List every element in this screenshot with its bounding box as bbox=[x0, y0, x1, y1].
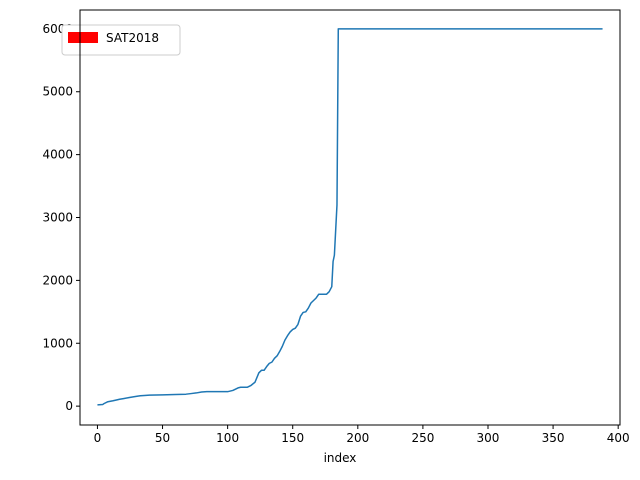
x-tick-label: 100 bbox=[216, 431, 239, 445]
y-tick-label: 4000 bbox=[42, 148, 73, 162]
plot-area bbox=[97, 28, 603, 406]
y-tick-label: 5000 bbox=[42, 85, 73, 99]
x-axis: 0 50 100 150 200 250 300 350 400 bbox=[94, 425, 630, 445]
y-tick-label: 2000 bbox=[42, 273, 73, 287]
y-tick-label: 1000 bbox=[42, 336, 73, 350]
x-tick-label: 200 bbox=[346, 431, 369, 445]
series-line-0 bbox=[97, 28, 603, 406]
x-tick-label: 150 bbox=[281, 431, 304, 445]
x-tick-label: 400 bbox=[607, 431, 630, 445]
legend: SAT2018 bbox=[61, 24, 181, 56]
x-axis-label: index bbox=[324, 451, 357, 465]
x-tick-label: 250 bbox=[411, 431, 434, 445]
x-tick-label: 350 bbox=[542, 431, 565, 445]
plot-frame bbox=[79, 9, 621, 426]
x-tick-label: 50 bbox=[155, 431, 170, 445]
legend-label: SAT2018 bbox=[106, 31, 159, 45]
y-tick-label: 0 bbox=[65, 399, 73, 413]
x-tick-label: 0 bbox=[94, 431, 102, 445]
x-tick-label: 300 bbox=[477, 431, 500, 445]
legend-swatch bbox=[68, 32, 98, 43]
y-tick-label: 3000 bbox=[42, 211, 73, 225]
